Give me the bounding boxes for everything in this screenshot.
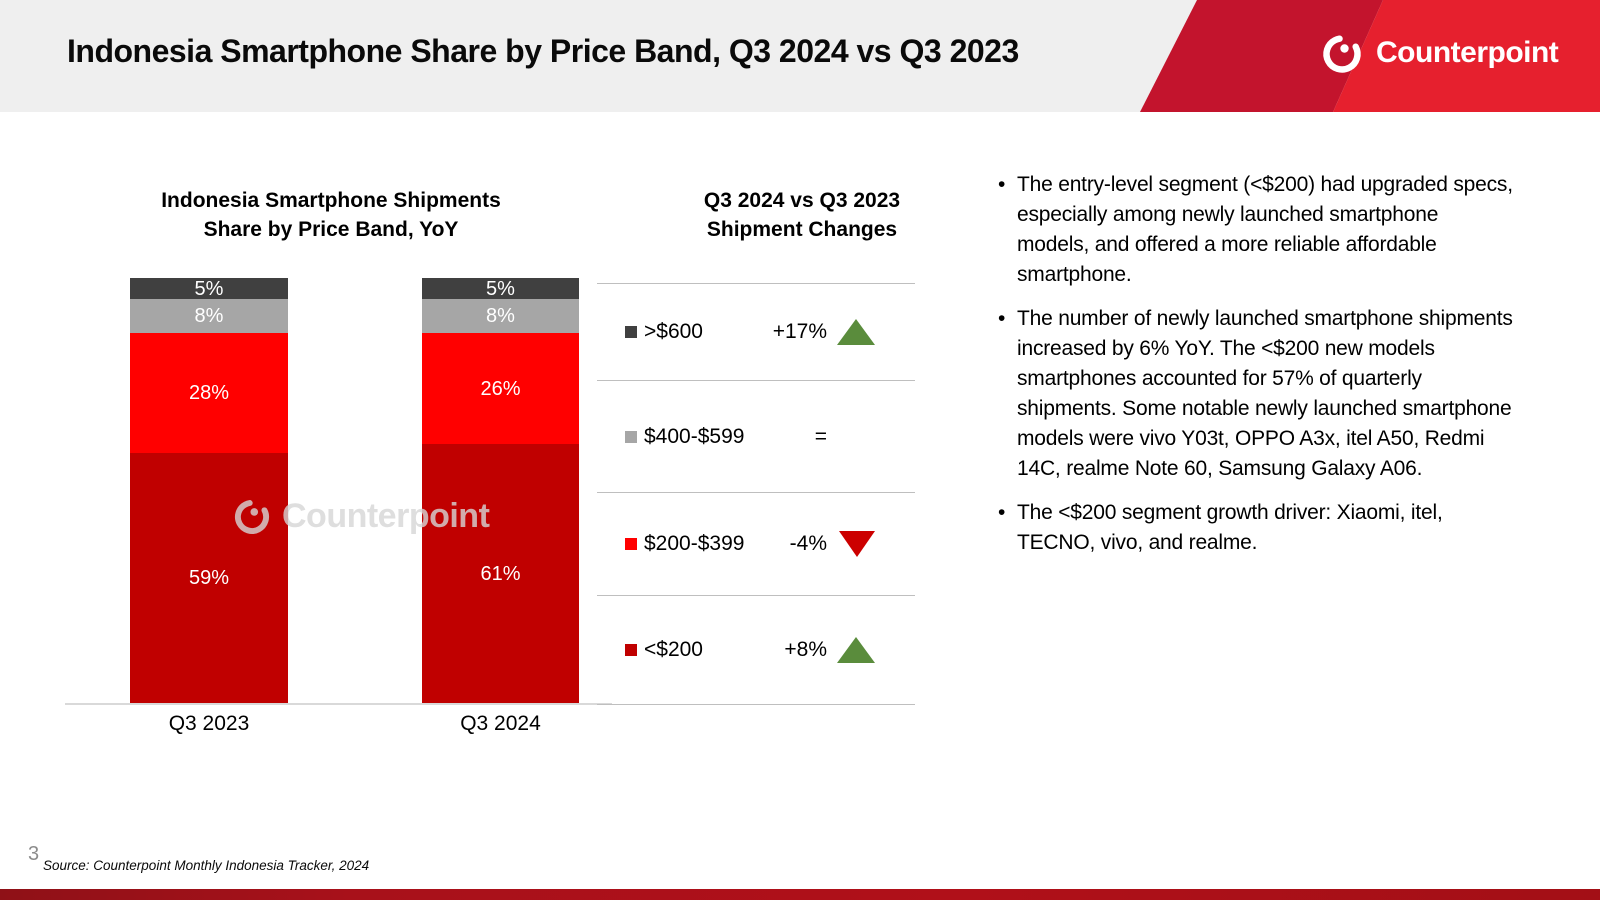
band-swatch — [625, 430, 637, 443]
header: Indonesia Smartphone Share by Price Band… — [0, 0, 1600, 112]
change-row-200-399: $200-$399 -4% — [597, 492, 915, 595]
changes-title-line1: Q3 2024 vs Q3 2023 — [703, 189, 901, 212]
change-icon-box — [833, 531, 875, 557]
brand-logo: Counterpoint — [1320, 31, 1559, 75]
band-swatch — [625, 644, 637, 656]
insight-bullet-2: The number of newly launched smartphone … — [998, 304, 1515, 484]
bar-segment-400-599: 8% — [422, 299, 579, 334]
bar-segment-value: 5% — [486, 277, 515, 300]
insight-bullet-1: The entry-level segment (<$200) had upgr… — [998, 170, 1515, 290]
category-label-q3-2023: Q3 2023 — [168, 712, 250, 735]
change-row-400-599: $400-$599 = — [597, 380, 915, 492]
bar-segment-value: 28% — [188, 382, 230, 404]
bar-segment-200-399: 28% — [130, 333, 288, 453]
watermark-text: Counterpoint — [282, 496, 490, 535]
change-icon-box — [833, 319, 875, 345]
bar-segment-over600: 5% — [130, 277, 288, 300]
change-value: +8% — [784, 638, 827, 661]
bar-segment-value: 5% — [194, 277, 224, 300]
band-label: $400-$599 — [644, 424, 745, 448]
bar-segment-value: 59% — [188, 567, 230, 590]
band-swatch — [625, 538, 637, 550]
x-axis-line — [65, 703, 612, 705]
brand-name: Counterpoint — [1376, 36, 1559, 69]
counterpoint-logo-icon — [1320, 31, 1364, 75]
up-triangle-icon — [837, 319, 875, 345]
changes-title-line2: Shipment Changes — [706, 218, 898, 241]
bar-segment-value: 8% — [194, 305, 224, 328]
band-label: <$200 — [644, 638, 703, 661]
chart-title-line1: Indonesia Smartphone Shipments — [161, 189, 501, 212]
bar-segment-value: 8% — [486, 305, 515, 328]
stacked-bar-q3-2024: 5% 8% 26% 61% — [422, 278, 579, 704]
header-bright-red-stripe — [1333, 0, 1600, 112]
bar-segment-under200: 61% — [422, 444, 579, 704]
change-icon-box — [833, 637, 875, 663]
change-row-under200: <$200 +8% — [597, 595, 915, 705]
change-value: -4% — [789, 532, 827, 555]
change-value: +17% — [772, 320, 827, 343]
band-label: >$600 — [644, 320, 703, 343]
band-swatch — [625, 326, 637, 338]
shipment-changes-table: >$600 +17% $400-$599 = $200-$399 -4% <$2… — [597, 283, 915, 705]
watermark-logo-icon — [232, 496, 272, 536]
bar-segment-value: 26% — [480, 377, 521, 400]
category-label-q3-2024: Q3 2024 — [460, 712, 541, 735]
bar-segment-under200: 59% — [130, 452, 288, 704]
watermark: Counterpoint — [232, 496, 490, 536]
change-row-over600: >$600 +17% — [597, 283, 915, 380]
up-triangle-icon — [837, 637, 875, 663]
insights-list: The entry-level segment (<$200) had upgr… — [998, 170, 1515, 558]
page-title: Indonesia Smartphone Share by Price Band… — [67, 33, 1019, 69]
change-value: = — [814, 424, 827, 448]
stacked-bar-q3-2023: 5% 8% 28% 59% — [130, 278, 288, 704]
source-note: Source: Counterpoint Monthly Indonesia T… — [43, 858, 370, 873]
insights-panel: The entry-level segment (<$200) had upgr… — [998, 170, 1515, 572]
changes-title: Q3 2024 vs Q3 2023 Shipment Changes — [652, 186, 952, 244]
down-triangle-icon — [839, 531, 875, 557]
band-label: $200-$399 — [644, 532, 745, 555]
bottom-accent-bar — [0, 889, 1600, 900]
bar-segment-value: 61% — [480, 563, 521, 586]
chart-title-line2: Share by Price Band, YoY — [203, 218, 459, 241]
insight-bullet-3: The <$200 segment growth driver: Xiaomi,… — [998, 498, 1515, 558]
page-number: 3 — [28, 843, 40, 865]
bar-segment-200-399: 26% — [422, 333, 579, 445]
bar-segment-over600: 5% — [422, 277, 579, 300]
chart-title: Indonesia Smartphone Shipments Share by … — [131, 186, 531, 244]
bar-segment-400-599: 8% — [130, 299, 288, 334]
